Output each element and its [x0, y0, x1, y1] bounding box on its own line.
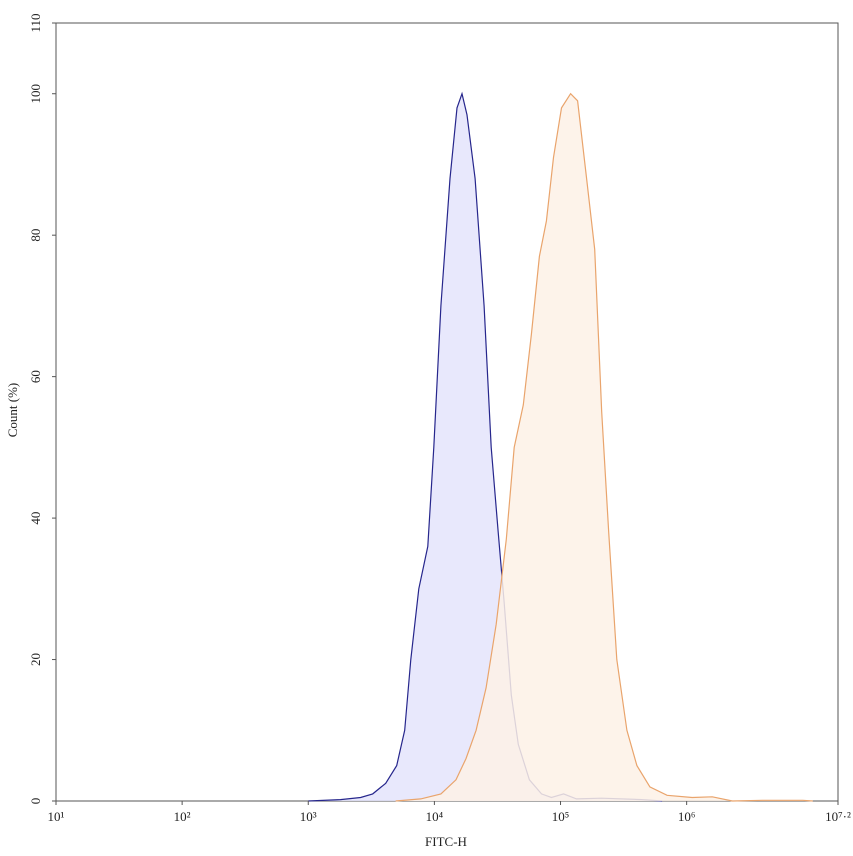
- y-axis-label: Count (%): [5, 383, 20, 438]
- y-tick-label: 80: [28, 229, 43, 242]
- x-axis-label: FITC-H: [425, 834, 467, 849]
- area: [395, 93, 813, 801]
- x-tick-label: 10²: [174, 809, 191, 824]
- y-tick-label: 0: [28, 798, 43, 805]
- y-tick-label: 20: [28, 653, 43, 666]
- line: [395, 92, 813, 802]
- y-tick-label: 40: [28, 512, 43, 525]
- x-tick-label: 10⁷·²: [825, 809, 851, 824]
- y-tick-label: 60: [28, 370, 43, 383]
- x-tick-label: 10⁴: [426, 809, 444, 824]
- x-tick-label: 10⁵: [552, 809, 570, 824]
- y-tick-label: 100: [28, 84, 43, 104]
- area: [308, 93, 663, 801]
- x-tick-label: 10³: [300, 809, 317, 824]
- x-tick-label: 10¹: [48, 809, 65, 824]
- x-tick-label: 10⁶: [678, 809, 696, 824]
- y-tick-label: 110: [28, 13, 43, 32]
